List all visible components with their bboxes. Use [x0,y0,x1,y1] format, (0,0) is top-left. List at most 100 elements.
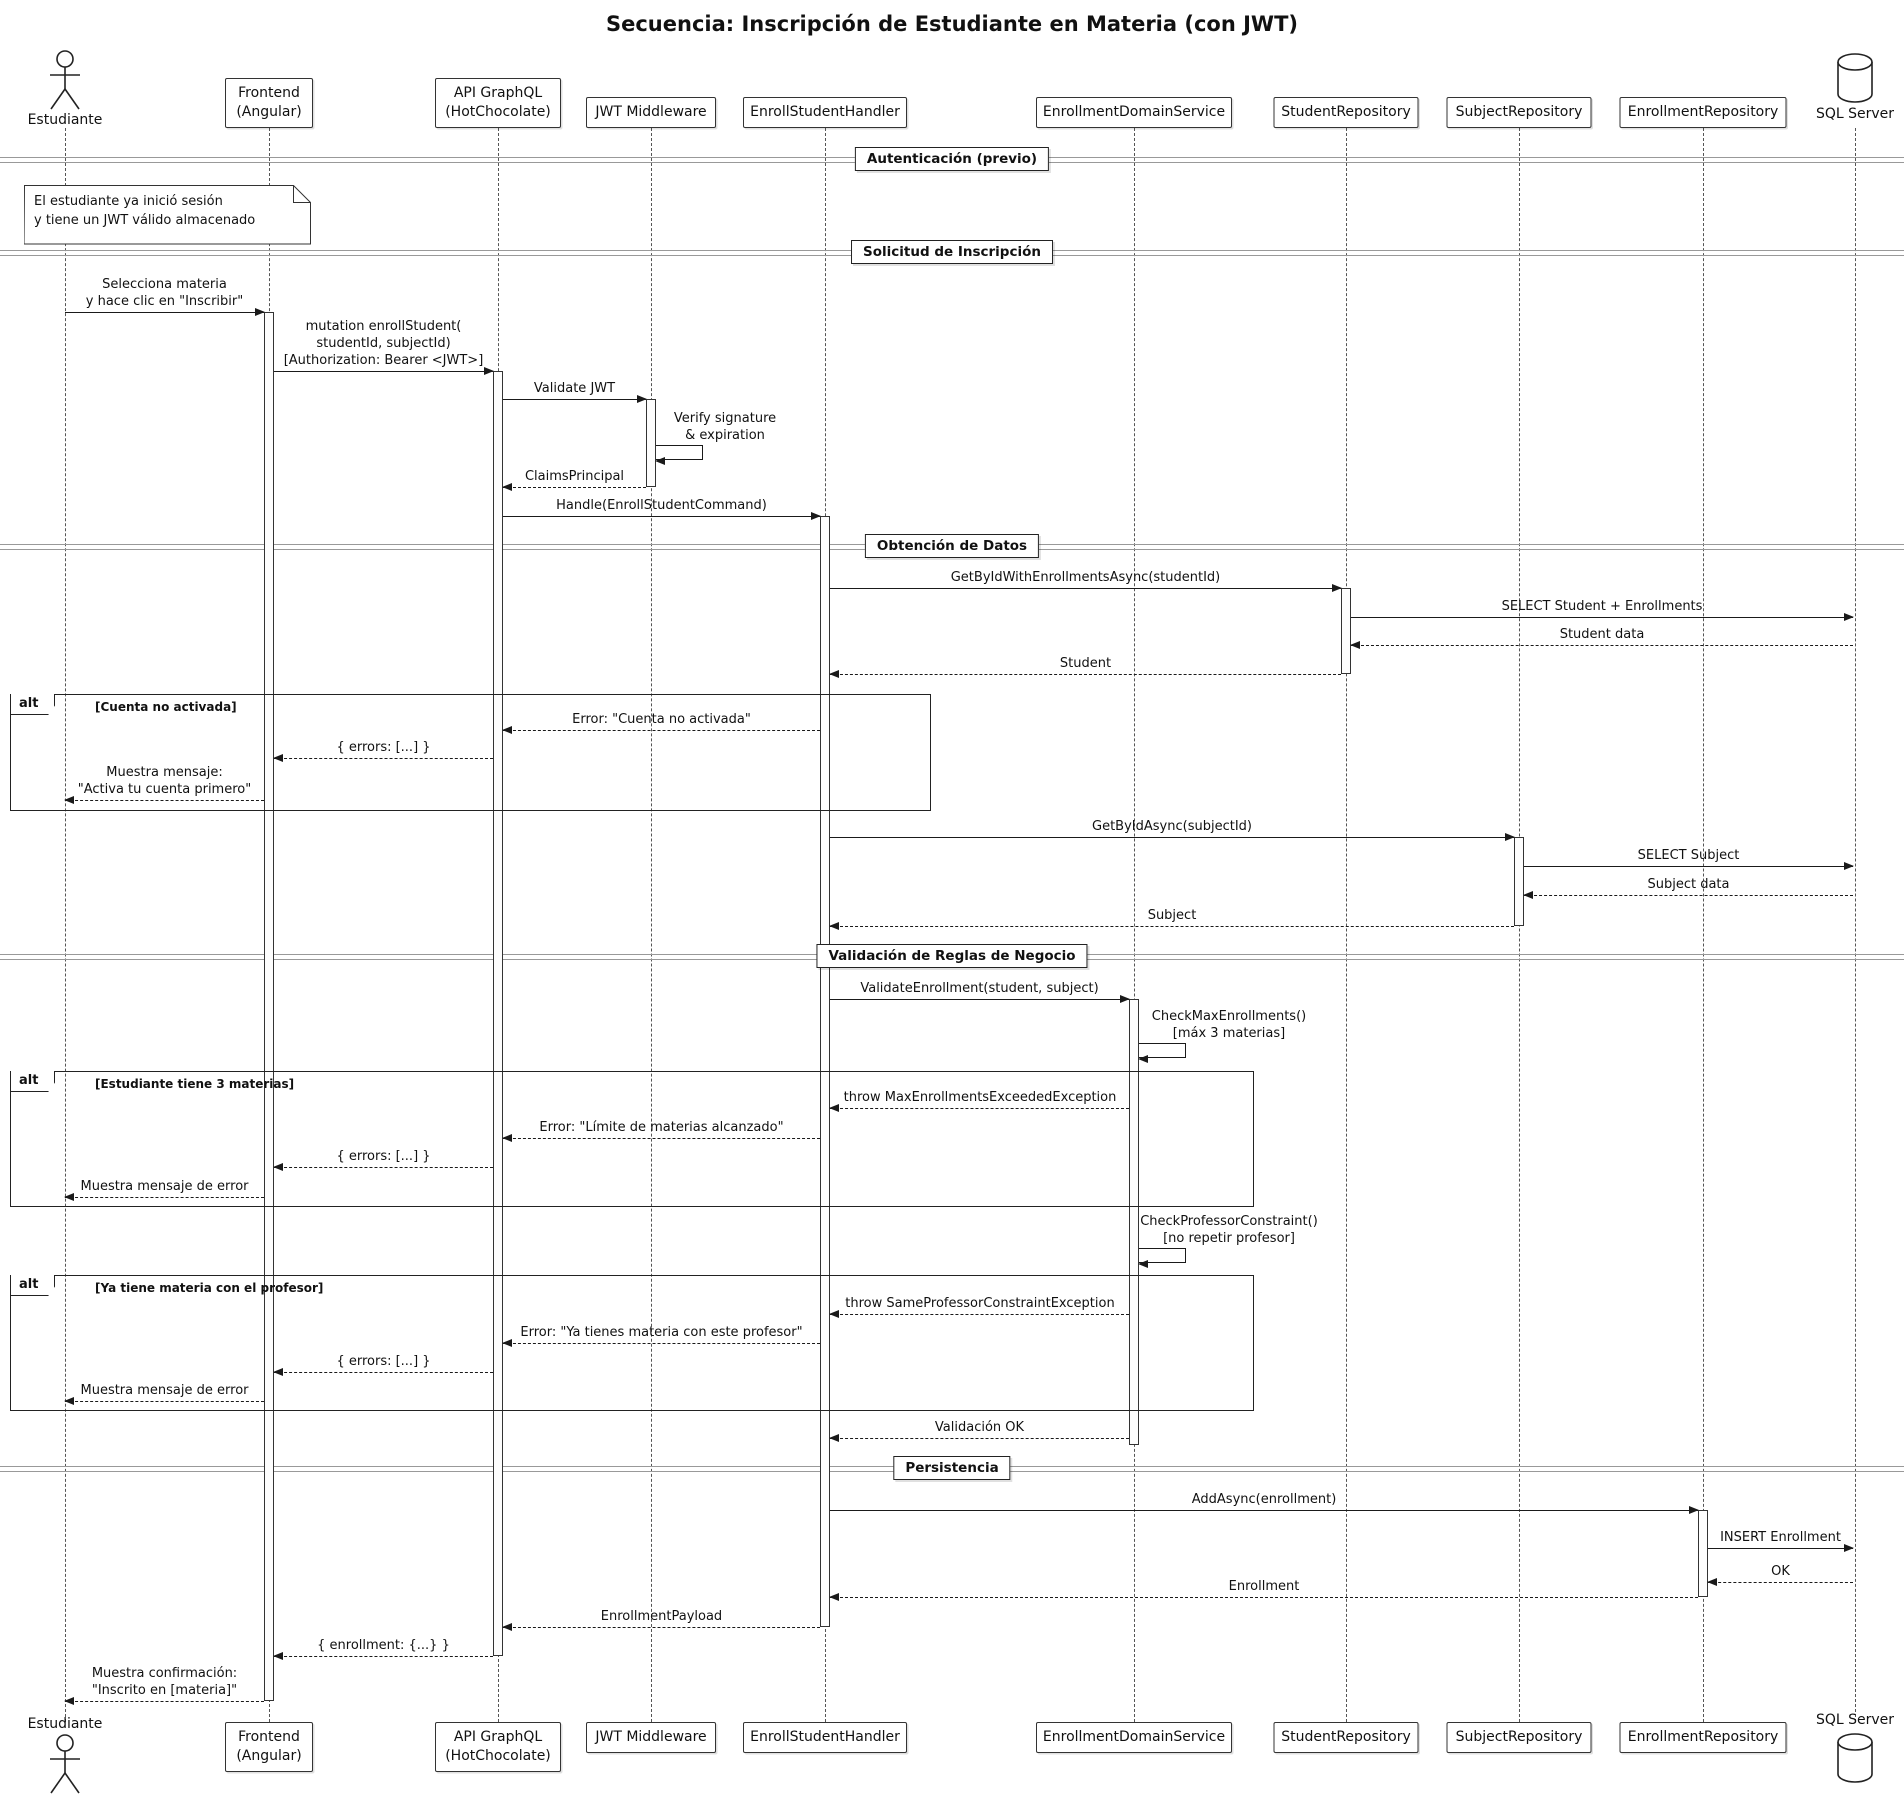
arrow-right-icon [811,511,821,520]
arrow-left-icon [273,1162,283,1171]
message: { enrollment: {...} } [273,1638,493,1660]
arrow-left-icon [502,1133,512,1142]
arrow-right-icon [1332,583,1342,592]
message: Student [829,656,1341,678]
message: Muestra mensaje de error [64,1383,264,1405]
message: OK [1707,1564,1853,1586]
arrow-right-icon [1844,1543,1854,1552]
arrow-right-icon [1844,612,1854,621]
message: Error: "Cuenta no activada" [502,712,820,734]
database-icon [1837,1733,1873,1783]
message: throw SameProfessorConstraintException [829,1296,1129,1318]
message: { errors: [...] } [273,740,493,762]
message: Error: "Límite de materias alcanzado" [502,1120,820,1142]
actor-icon [50,50,80,110]
participant-frontend: Frontend (Angular) [225,78,313,128]
arrow-right-icon [484,366,494,375]
arrow-left-icon [829,1592,839,1601]
arrow-right-icon [1120,994,1130,1003]
message: GetByIdAsync(subjectId) [830,819,1515,841]
arrow-left-icon [502,482,512,491]
participant-estudiante-bottom: Estudiante [27,1716,103,1732]
participant-enrollstudenthandler: EnrollStudentHandler [743,97,907,128]
message: Muestra confirmación: "Inscrito en [mate… [64,1666,264,1705]
activation-domain [1129,999,1139,1445]
participant-enrollmentrepository: EnrollmentRepository [1619,97,1787,128]
participant-jwt-middleware-bottom: JWT Middleware [586,1722,716,1753]
arrow-left-icon [502,1338,512,1347]
frame-operator: alt [10,1071,56,1092]
message: throw MaxEnrollmentsExceededException [829,1090,1129,1112]
diagram-title: Secuencia: Inscripción de Estudiante en … [605,12,1299,36]
divider-solicitud: Solicitud de Inscripción [851,240,1053,264]
arrow-left-icon [829,1433,839,1442]
message: AddAsync(enrollment) [830,1492,1699,1514]
message: Validación OK [829,1420,1129,1442]
activation-jwt [646,399,656,487]
message: Selecciona materia y hace clic en "Inscr… [65,277,265,316]
participant-enrollmentrepository-bottom: EnrollmentRepository [1619,1722,1787,1753]
arrow-left-icon [1523,890,1533,899]
self-message: CheckMaxEnrollments() [máx 3 materias] [1138,1009,1306,1063]
participant-studentrepository-bottom: StudentRepository [1273,1722,1419,1753]
arrow-right-icon [1689,1505,1699,1514]
divider-validacion: Validación de Reglas de Negocio [816,944,1088,968]
actor-icon [50,1734,80,1794]
message: Validate JWT [503,381,647,403]
note-shape [23,185,311,245]
message: { errors: [...] } [273,1149,493,1171]
participant-frontend-bottom: Frontend (Angular) [225,1722,313,1772]
message: mutation enrollStudent( studentId, subje… [274,319,494,375]
participant-enrollmentdomainservice: EnrollmentDomainService [1036,97,1232,128]
arrow-right-icon [1844,861,1854,870]
participant-sql-server: SQL Server [1815,106,1895,122]
arrow-left-icon [655,456,665,465]
message: Subject [829,908,1514,930]
participant-subjectrepository-bottom: SubjectRepository [1446,1722,1592,1753]
arrow-left-icon [829,1103,839,1112]
activation-studentrepo [1341,588,1351,674]
arrow-right-icon [1505,832,1515,841]
participant-studentrepository: StudentRepository [1273,97,1419,128]
arrow-left-icon [1138,1259,1148,1268]
activation-enrollrepo [1698,1510,1708,1597]
arrow-left-icon [1350,640,1360,649]
message: ValidateEnrollment(student, subject) [830,981,1130,1003]
divider-autenticacion: Autenticación (previo) [854,147,1050,171]
frame-guard: [Ya tiene materia con el profesor] [95,1281,324,1295]
arrow-left-icon [1707,1577,1717,1586]
lifeline-domain [1133,128,1135,1722]
participant-api-graphql-bottom: API GraphQL (HotChocolate) [435,1722,561,1772]
message: EnrollmentPayload [502,1609,820,1631]
note: El estudiante ya inició sesión y tiene u… [23,185,312,245]
message: ClaimsPrincipal [502,469,646,491]
message: Muestra mensaje de error [64,1179,264,1201]
message: SELECT Subject [1524,848,1854,870]
participant-enrollmentdomainservice-bottom: EnrollmentDomainService [1036,1722,1232,1753]
activation-api [493,371,503,1656]
message: INSERT Enrollment [1708,1530,1854,1552]
activation-handler [820,516,830,1627]
divider-persistencia: Persistencia [893,1456,1011,1480]
arrow-left-icon [273,753,283,762]
note-text: El estudiante ya inició sesión y tiene u… [34,194,256,228]
arrow-left-icon [64,1192,74,1201]
self-message: CheckProfessorConstraint() [no repetir p… [1138,1214,1318,1268]
arrow-right-icon [255,307,265,316]
message: { errors: [...] } [273,1354,493,1376]
participant-sql-server-bottom: SQL Server [1815,1712,1895,1728]
arrow-left-icon [64,1396,74,1405]
message: Handle(EnrollStudentCommand) [503,498,821,520]
lifeline-studentrepo [1345,128,1347,1722]
lifeline-sql [1854,128,1856,1722]
arrow-left-icon [273,1367,283,1376]
message: GetByIdWithEnrollmentsAsync(studentId) [830,570,1342,592]
arrow-left-icon [829,921,839,930]
participant-subjectrepository: SubjectRepository [1446,97,1592,128]
frame-operator: alt [10,694,56,715]
self-message: Verify signature & expiration [655,411,776,465]
activation-frontend [264,312,274,1701]
message: Error: "Ya tienes materia con este profe… [502,1325,820,1347]
frame-guard: [Cuenta no activada] [95,700,237,714]
